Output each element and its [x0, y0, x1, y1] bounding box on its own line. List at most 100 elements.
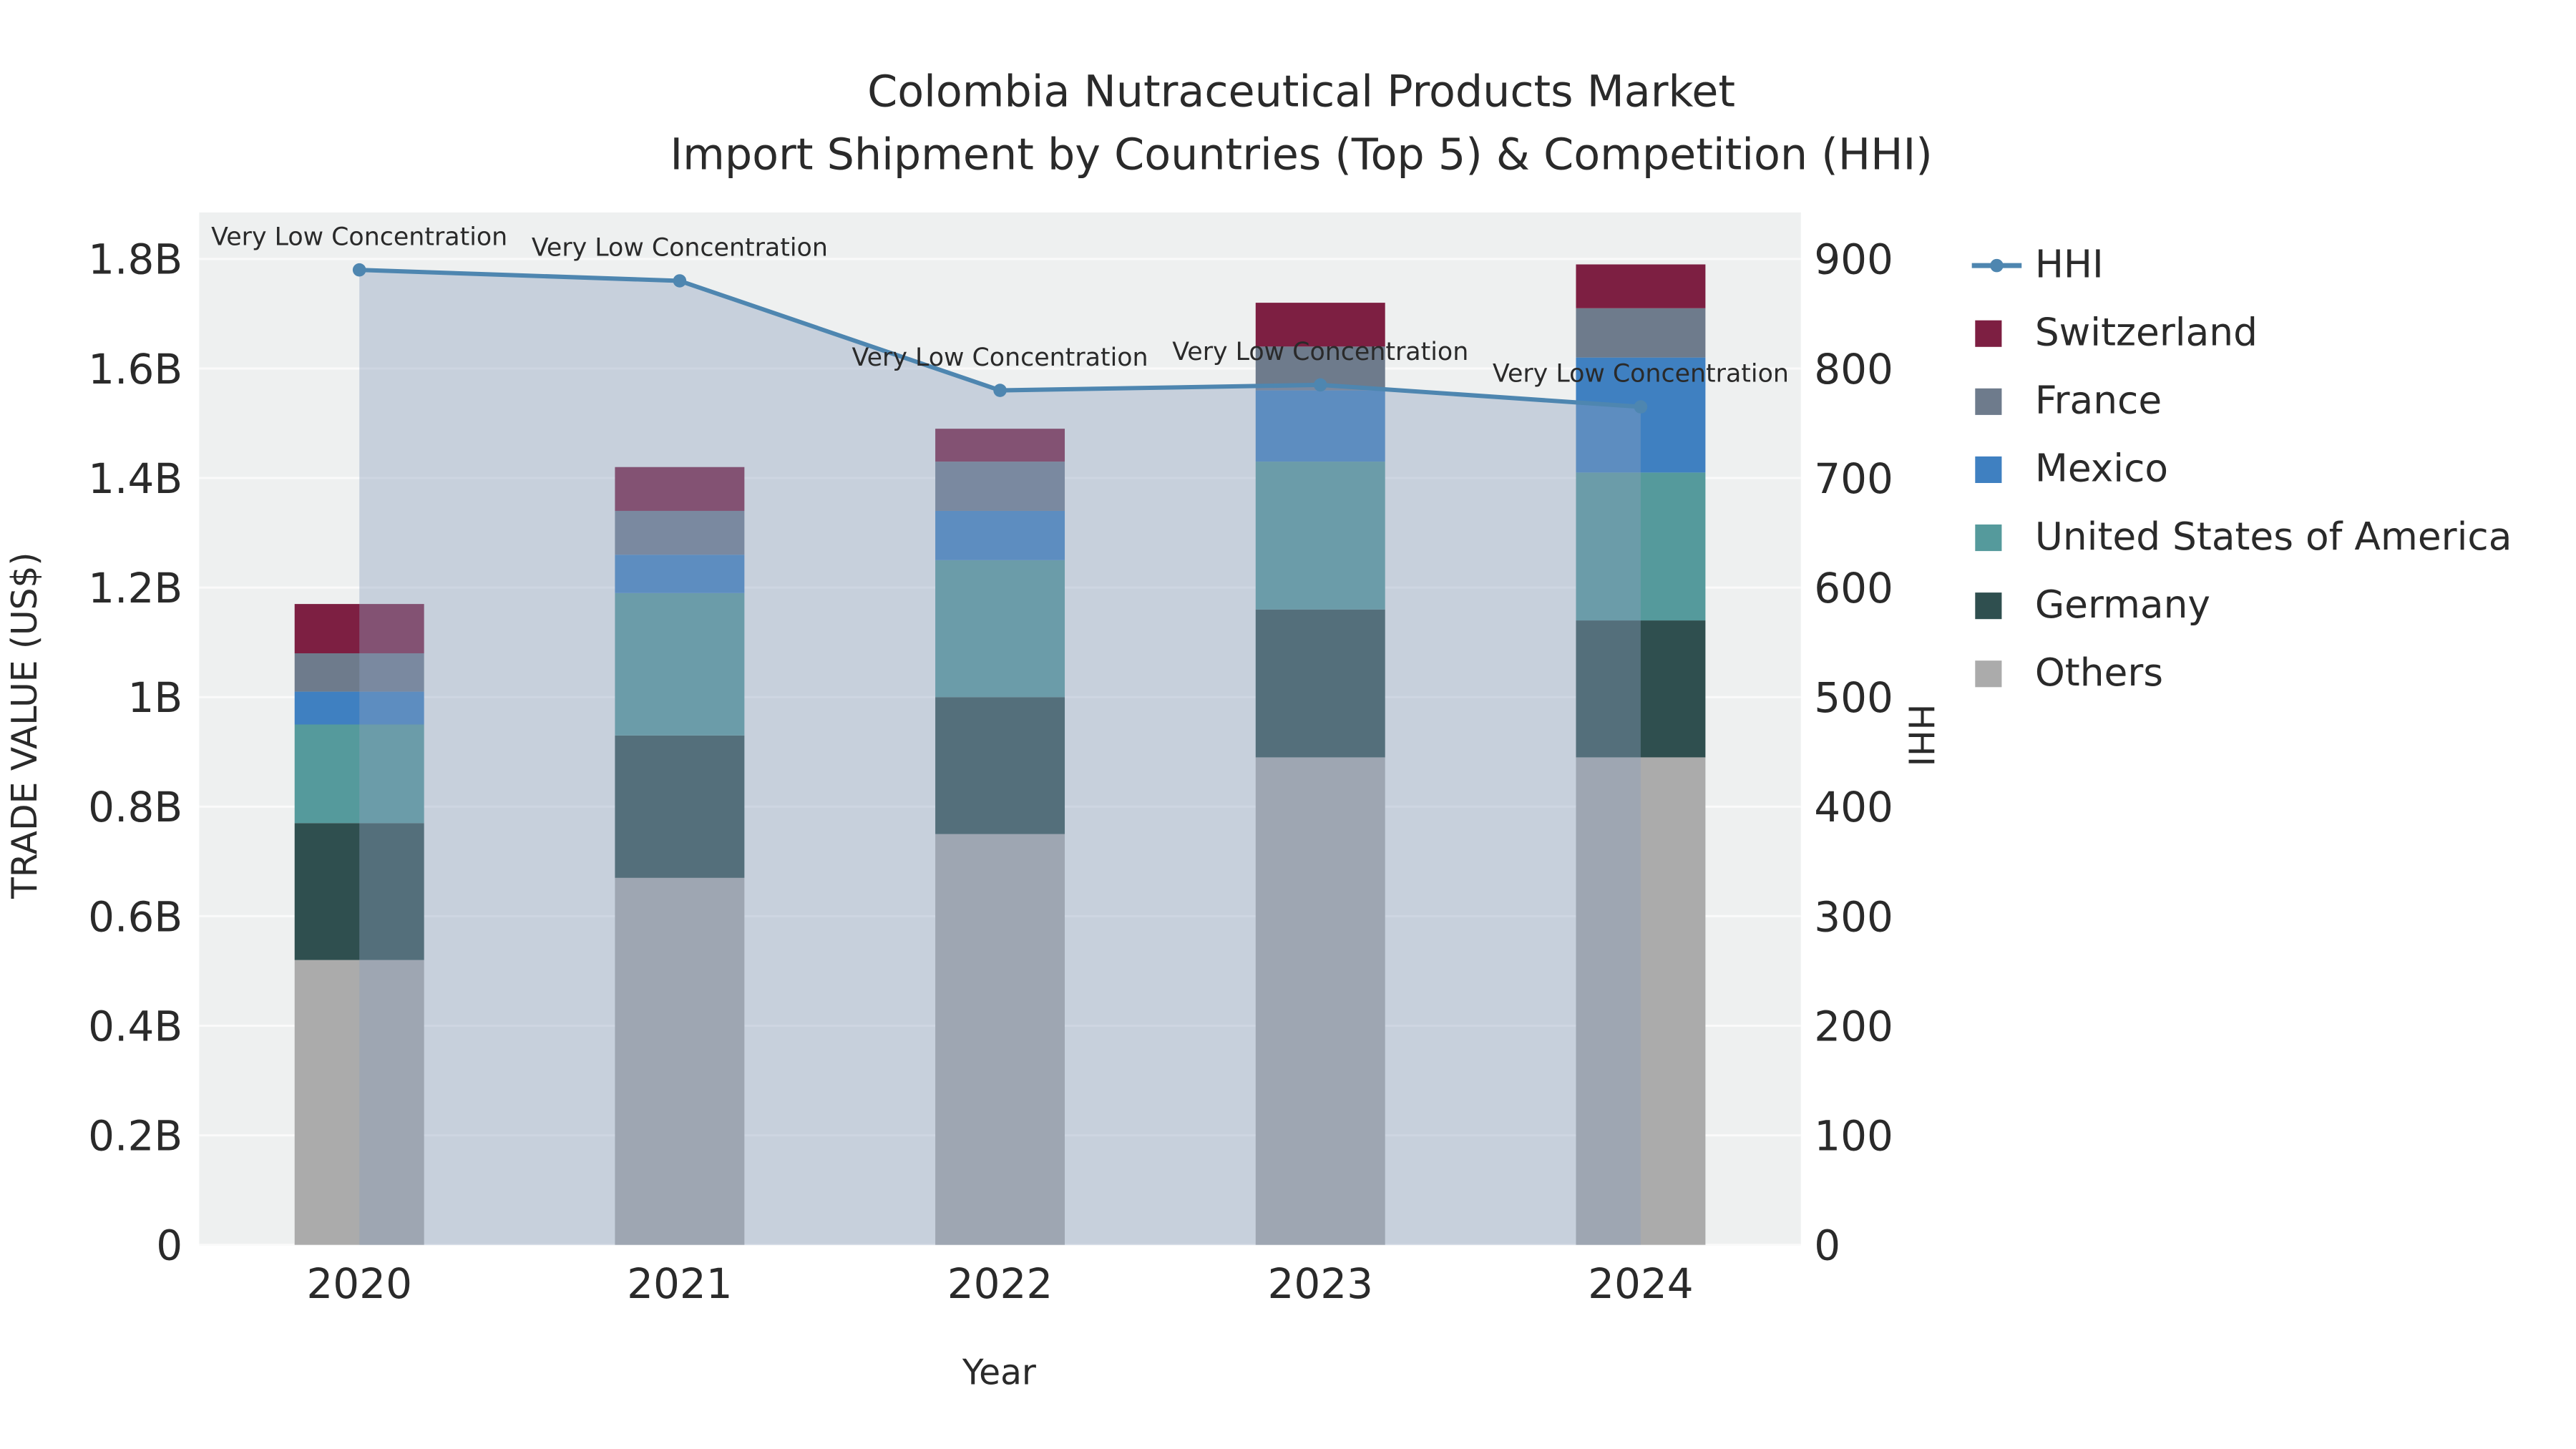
- bar-segment-mexico-2024[interactable]: [1576, 357, 1706, 473]
- left-axis-tick-labels: 0 0.2B 0.4B 0.6B 0.8B 1B 1.2B 1.4B 1.6B 1.8B: [88, 235, 182, 1270]
- right-tick-700: 700: [1814, 454, 1893, 503]
- x-axis-label: Year: [962, 1353, 1037, 1393]
- hhi-point-2023[interactable]: [1313, 378, 1327, 392]
- right-tick-500: 500: [1814, 673, 1893, 722]
- legend-item-united-states-of-america[interactable]: United States of America: [1975, 514, 2512, 559]
- left-tick-0-2b: 0.2B: [88, 1111, 182, 1160]
- bar-segment-germany-2023[interactable]: [1255, 609, 1385, 758]
- bar-segment-france-2021[interactable]: [615, 510, 745, 555]
- legend-item-mexico[interactable]: Mexico: [1975, 446, 2168, 491]
- legend-label[interactable]: United States of America: [2035, 514, 2512, 559]
- bar-segment-others-2021[interactable]: [615, 877, 745, 1245]
- bar-segment-switzerland-2022[interactable]: [935, 429, 1065, 462]
- legend-line-marker-dot-icon: [1990, 258, 2004, 273]
- bar-segment-others-2024[interactable]: [1576, 757, 1706, 1245]
- legend-swatch-icon: [1975, 524, 2002, 552]
- hhi-annotation-2021: Very Low Concentration: [532, 234, 828, 263]
- left-tick-1-6b: 1.6B: [88, 345, 182, 394]
- bar-segment-united-states-of-america-2022[interactable]: [935, 560, 1065, 698]
- legend: HHI Switzerland France Mexico United States …: [1971, 241, 2512, 695]
- bar-segment-germany-2020[interactable]: [294, 823, 424, 960]
- right-tick-0: 0: [1814, 1221, 1840, 1270]
- left-tick-0: 0: [156, 1221, 182, 1270]
- right-tick-100: 100: [1814, 1111, 1893, 1160]
- hhi-area-fill: [359, 270, 1641, 1245]
- right-tick-900: 900: [1814, 235, 1893, 284]
- left-tick-1b: 1B: [127, 673, 182, 722]
- right-axis-tick-labels: 0 100 200 300 400 500 600 700 800 900: [1814, 235, 1893, 1270]
- hhi-annotation-2023: Very Low Concentration: [1172, 338, 1468, 366]
- bar-segment-others-2020[interactable]: [294, 960, 424, 1245]
- bar-segment-switzerland-2024[interactable]: [1576, 264, 1706, 308]
- legend-swatch-icon: [1975, 456, 2002, 483]
- bar-segment-switzerland-2023[interactable]: [1255, 303, 1385, 347]
- annotations-group: Very Low Concentration Very Low Concentra…: [211, 223, 1789, 388]
- x-tick-2020: 2020: [306, 1259, 412, 1308]
- hhi-point-2021[interactable]: [673, 274, 687, 288]
- legend-label[interactable]: Germany: [2035, 582, 2210, 627]
- legend-label[interactable]: France: [2035, 378, 2162, 423]
- bar-segment-united-states-of-america-2023[interactable]: [1255, 462, 1385, 610]
- bar-segment-united-states-of-america-2021[interactable]: [615, 592, 745, 736]
- right-tick-600: 600: [1814, 564, 1893, 613]
- hhi-point-2020[interactable]: [352, 263, 366, 277]
- legend-item-others[interactable]: Others: [1975, 650, 2163, 695]
- bar-segment-united-states-of-america-2024[interactable]: [1576, 472, 1706, 621]
- legend-label[interactable]: Switzerland: [2035, 309, 2258, 354]
- hhi-annotation-2020: Very Low Concentration: [211, 223, 507, 251]
- legend-item-france[interactable]: France: [1975, 378, 2162, 423]
- bar-segment-mexico-2023[interactable]: [1255, 390, 1385, 462]
- left-tick-0-6b: 0.6B: [88, 892, 182, 941]
- hhi-area-polygon: [359, 270, 1641, 1245]
- right-tick-300: 300: [1814, 892, 1893, 941]
- hhi-annotation-2024: Very Low Concentration: [1493, 360, 1789, 389]
- left-tick-0-8b: 0.8B: [88, 783, 182, 831]
- bar-segment-mexico-2021[interactable]: [615, 555, 745, 593]
- left-tick-1-2b: 1.2B: [88, 564, 182, 613]
- bar-segment-germany-2021[interactable]: [615, 735, 745, 878]
- hhi-annotation-2022: Very Low Concentration: [852, 343, 1148, 372]
- bar-segment-france-2022[interactable]: [935, 462, 1065, 511]
- legend-item-germany[interactable]: Germany: [1975, 582, 2210, 627]
- right-tick-800: 800: [1814, 345, 1893, 394]
- legend-item-hhi[interactable]: HHI: [1971, 241, 2104, 286]
- left-tick-0-4b: 0.4B: [88, 1002, 182, 1050]
- bar-segment-germany-2022[interactable]: [935, 697, 1065, 834]
- hhi-line: [352, 263, 1648, 414]
- stacked-bar-series: [294, 264, 1706, 1245]
- x-axis-tick-labels: 2020 2021 2022 2023 2024: [306, 1259, 1693, 1308]
- bar-segment-others-2022[interactable]: [935, 834, 1065, 1245]
- chart-title-line1: Colombia Nutraceutical Products Market: [867, 67, 1735, 117]
- right-tick-400: 400: [1814, 783, 1893, 831]
- bar-segment-mexico-2020[interactable]: [294, 691, 424, 725]
- hhi-point-2022[interactable]: [993, 384, 1007, 397]
- bar-segment-united-states-of-america-2020[interactable]: [294, 724, 424, 824]
- legend-label[interactable]: Others: [2035, 650, 2163, 695]
- legend-swatch-icon: [1975, 388, 2002, 415]
- y-axis-label-left: TRADE VALUE (US$): [5, 552, 45, 899]
- left-tick-1-4b: 1.4B: [88, 454, 182, 503]
- bar-segment-switzerland-2021[interactable]: [615, 467, 745, 511]
- bar-segment-france-2020[interactable]: [294, 653, 424, 692]
- x-tick-2024: 2024: [1588, 1259, 1694, 1308]
- legend-swatch-icon: [1975, 660, 2002, 688]
- bar-segment-germany-2024[interactable]: [1576, 620, 1706, 758]
- right-tick-200: 200: [1814, 1002, 1893, 1050]
- legend-swatch-icon: [1975, 592, 2002, 620]
- legend-swatch-icon: [1975, 320, 2002, 347]
- chart-title-line2: Import Shipment by Countries (Top 5) & C…: [670, 130, 1932, 180]
- bar-segment-others-2023[interactable]: [1255, 757, 1385, 1245]
- left-tick-1-8b: 1.8B: [88, 235, 182, 284]
- bar-segment-france-2024[interactable]: [1576, 308, 1706, 358]
- bar-segment-switzerland-2020[interactable]: [294, 604, 424, 653]
- x-tick-2021: 2021: [627, 1259, 733, 1308]
- bar-segment-mexico-2022[interactable]: [935, 510, 1065, 560]
- legend-label[interactable]: HHI: [2035, 241, 2104, 286]
- x-tick-2023: 2023: [1267, 1259, 1373, 1308]
- hhi-point-2024[interactable]: [1634, 400, 1648, 414]
- y-axis-label-right: HHI: [1901, 704, 1941, 767]
- legend-label[interactable]: Mexico: [2035, 446, 2168, 491]
- legend-item-switzerland[interactable]: Switzerland: [1975, 309, 2258, 354]
